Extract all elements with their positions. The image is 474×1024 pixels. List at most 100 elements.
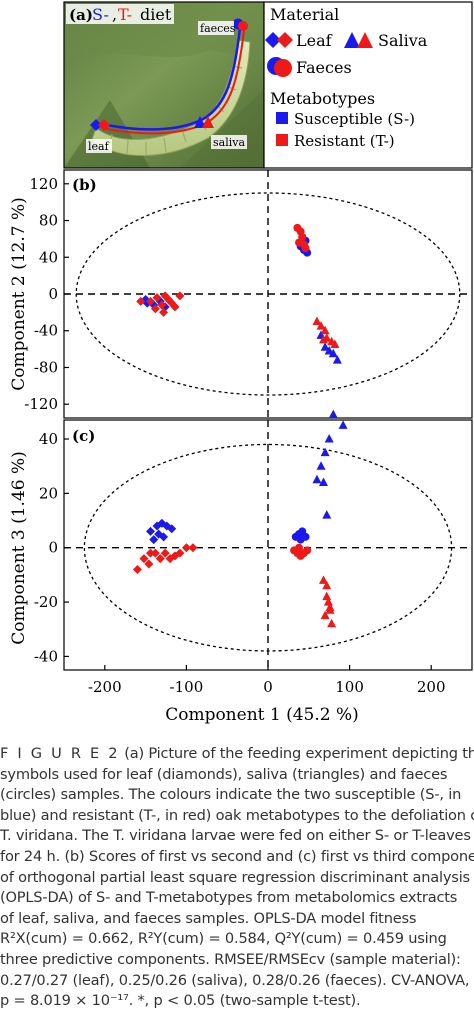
data-point-triangle bbox=[318, 477, 328, 486]
caption-figure-label: F I G U R E 2 bbox=[0, 745, 120, 762]
data-point-diamond bbox=[139, 554, 149, 564]
legend: Material Leaf Saliva Faeces Metabotypes … bbox=[263, 1, 473, 169]
x-tick-label: 0 bbox=[263, 678, 273, 696]
legend-metabotypes-heading: Metabotypes bbox=[270, 89, 375, 108]
data-point-triangle bbox=[325, 602, 335, 611]
panel-a-label: (a) bbox=[69, 6, 93, 24]
data-point-triangle bbox=[316, 461, 326, 470]
legend-leaf-label: Leaf bbox=[296, 31, 333, 50]
y-tick-label: -40 bbox=[34, 647, 58, 665]
caption-line: for 24 h. (b) Scores of first vs second … bbox=[0, 847, 474, 865]
y-tick-label: -120 bbox=[24, 395, 58, 413]
panel-c-xlabel: Component 1 (45.2 %) bbox=[165, 705, 359, 725]
caption-line: of orthogonal partial least square regre… bbox=[0, 868, 470, 886]
data-point-diamond bbox=[160, 548, 170, 558]
data-point-triangle bbox=[328, 348, 338, 358]
panel-b-label: (b) bbox=[72, 176, 97, 194]
data-point-diamond bbox=[175, 291, 185, 301]
site-label-leaf: leaf bbox=[88, 140, 110, 153]
x-tick-label: -100 bbox=[170, 678, 204, 696]
data-point-triangle bbox=[320, 342, 330, 351]
panel-a-photo: (a) S- , T- diet faeces leaf saliva bbox=[63, 1, 265, 169]
legend-saliva-triangle-red bbox=[357, 32, 373, 48]
data-point-diamond bbox=[175, 548, 185, 558]
saliva-triangle-marker-red bbox=[202, 116, 214, 128]
y-tick-label: 20 bbox=[39, 484, 58, 502]
caption-line: T. viridana. The T. viridana larvae were… bbox=[0, 827, 471, 845]
x-tick-label: 100 bbox=[335, 678, 364, 696]
y-tick-label: -80 bbox=[34, 358, 58, 376]
y-tick-label: 120 bbox=[29, 175, 58, 193]
feeding-path-blue bbox=[101, 27, 242, 131]
legend-leaf-diamond-blue bbox=[265, 32, 281, 48]
panel-a-title-t: T- bbox=[118, 5, 132, 24]
data-point-triangle bbox=[322, 510, 332, 519]
data-point-circle bbox=[295, 543, 304, 552]
data-point-triangle bbox=[318, 575, 328, 584]
site-label-saliva: saliva bbox=[213, 136, 245, 149]
x-tick-label: -200 bbox=[88, 678, 122, 696]
data-point-diamond bbox=[145, 548, 155, 558]
data-point-diamond bbox=[149, 535, 159, 545]
legend-susceptible-swatch bbox=[276, 112, 288, 124]
panel-a-title-s: S- bbox=[92, 5, 109, 24]
y-tick-label: 80 bbox=[39, 212, 58, 230]
y-tick-label: 0 bbox=[48, 285, 58, 303]
data-point-triangle bbox=[332, 355, 342, 364]
y-tick-label: -20 bbox=[34, 593, 58, 611]
data-point-triangle bbox=[327, 618, 337, 628]
panel-a-title-comma: , bbox=[112, 5, 117, 24]
y-tick-label: 0 bbox=[48, 539, 58, 557]
data-point-circle bbox=[301, 244, 310, 253]
panel-b-plot: (b) 120 80 40 0 -40 -80 -120 Component 2 (12.7… bbox=[9, 169, 473, 419]
panel-c-plot: (c) 40 20 0 -20 -40 Component 3 (1.46 %) -20… bbox=[9, 409, 473, 725]
panel-c-label: (c) bbox=[72, 427, 95, 445]
y-tick-label: 40 bbox=[39, 430, 58, 448]
legend-saliva-label: Saliva bbox=[378, 31, 428, 50]
data-point-diamond bbox=[152, 293, 162, 303]
data-point-diamond bbox=[188, 543, 198, 553]
data-point-triangle bbox=[316, 321, 326, 330]
y-tick-label: -40 bbox=[34, 322, 58, 340]
data-point-triangle bbox=[324, 434, 334, 443]
data-point-diamond bbox=[145, 526, 155, 536]
data-point-diamond bbox=[160, 291, 170, 301]
caption-line: R²X(cum) = 0.662, R²Y(cum) = 0.584, Q²Y(… bbox=[0, 930, 447, 948]
data-point-diamond bbox=[145, 296, 155, 306]
data-point-triangle bbox=[328, 409, 338, 419]
data-point-diamond bbox=[144, 559, 154, 569]
saliva-triangle-marker bbox=[194, 116, 206, 128]
data-point-triangle bbox=[322, 580, 332, 590]
leaf-diamond-marker bbox=[90, 119, 102, 131]
data-point-triangle bbox=[312, 474, 322, 484]
caption-line: F I G U R E 2 (a) Picture of the feeding… bbox=[0, 744, 474, 765]
legend-resistant-swatch bbox=[276, 134, 288, 146]
figure-caption: F I G U R E 2 (a) Picture of the feeding… bbox=[0, 744, 474, 1012]
data-point-diamond bbox=[170, 302, 180, 312]
legend-resistant-label: Resistant (T-) bbox=[294, 132, 395, 150]
legend-susceptible-label: Susceptible (S-) bbox=[294, 110, 415, 128]
data-point-triangle bbox=[323, 597, 333, 606]
caption-line: 0.27/0.27 (leaf), 0.25/0.26 (saliva), 0.… bbox=[0, 971, 470, 989]
figure-2: (a) S- , T- diet faeces leaf saliva Mate… bbox=[9, 1, 473, 725]
confidence-ellipse bbox=[75, 192, 461, 396]
data-point-triangle bbox=[318, 334, 328, 344]
caption-line: symbols used for leaf (diamonds), saliva… bbox=[0, 765, 448, 783]
legend-material-heading: Material bbox=[270, 5, 339, 24]
data-point-triangle bbox=[338, 420, 348, 429]
caption-line: of leaf, saliva, and faeces samples. OPL… bbox=[0, 909, 417, 927]
data-point-triangle bbox=[320, 447, 330, 457]
caption-line: (circles) samples. The colours indicate … bbox=[0, 786, 462, 804]
legend-saliva-triangle-blue bbox=[344, 32, 360, 48]
caption-line-text: (a) Picture of the feeding experiment de… bbox=[119, 745, 474, 762]
data-point-diamond bbox=[181, 543, 191, 553]
data-point-diamond bbox=[155, 554, 165, 564]
caption-line: blue) and resistant (T-, in red) oak met… bbox=[0, 806, 474, 824]
y-tick-label: 40 bbox=[39, 248, 58, 266]
data-point-diamond bbox=[154, 529, 164, 539]
faeces-circle-marker-red bbox=[238, 21, 248, 31]
panel-c-ylabel: Component 3 (1.46 %) bbox=[9, 451, 29, 645]
site-label-faeces: faeces bbox=[200, 22, 236, 35]
data-point-diamond bbox=[167, 524, 177, 534]
data-point-triangle bbox=[330, 339, 340, 349]
